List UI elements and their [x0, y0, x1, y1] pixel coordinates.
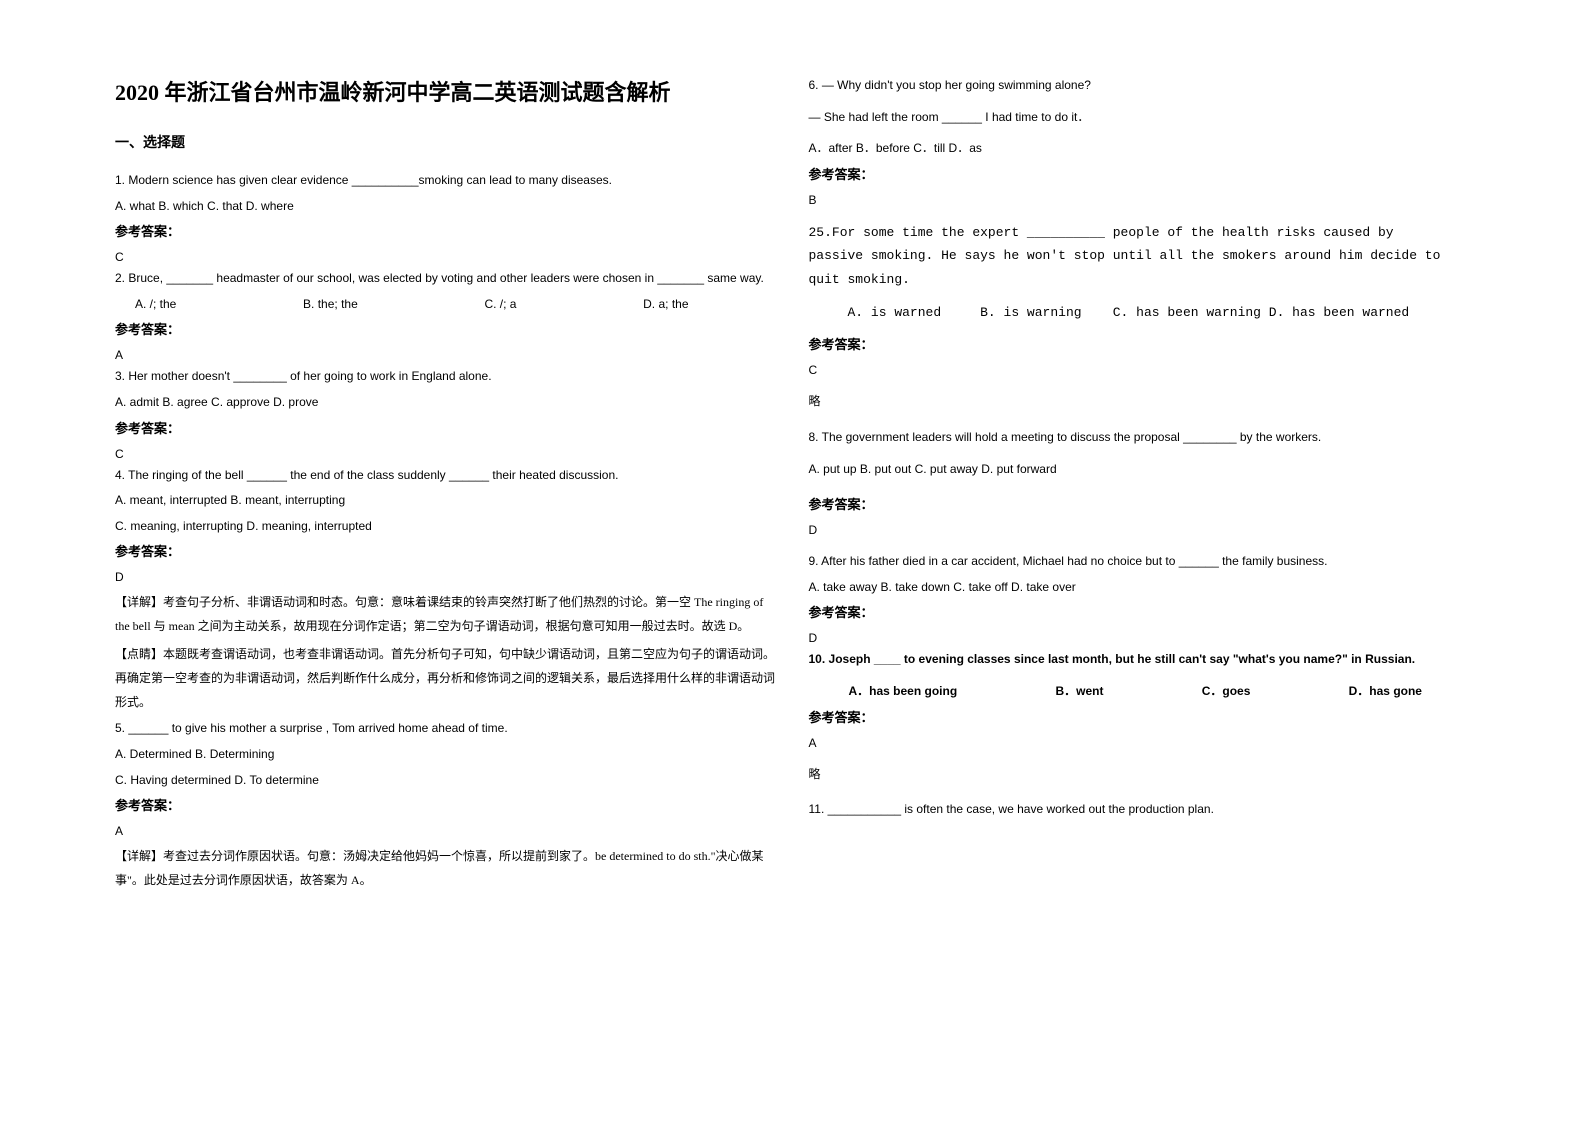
question-10-options: A．has been going B．went C．goes D．has gon… — [809, 681, 1473, 703]
answer-8: D — [809, 523, 1473, 537]
answer-label-3: 参考答案： — [115, 418, 779, 437]
q2-optB: B. the; the — [303, 294, 358, 316]
question-9-text: 9. After his father died in a car accide… — [809, 551, 1473, 573]
explanation-4a: 【详解】考查句子分析、非谓语动词和时态。句意：意味着课结束的铃声突然打断了他们热… — [115, 590, 779, 638]
question-1-text: 1. Modern science has given clear eviden… — [115, 170, 779, 192]
question-3-text: 3. Her mother doesn't ________ of her go… — [115, 366, 779, 388]
question-10-text: 10. Joseph ____ to evening classes since… — [809, 649, 1473, 671]
answer-label-8: 参考答案： — [809, 494, 1473, 513]
question-1-options: A. what B. which C. that D. where — [115, 196, 779, 218]
answer-label-10: 参考答案： — [809, 707, 1473, 726]
q10-optD: D．has gone — [1349, 681, 1422, 703]
question-6-line2: — She had left the room ______ I had tim… — [809, 107, 1473, 129]
q10-optC: C．goes — [1202, 681, 1251, 703]
question-3-options: A. admit B. agree C. approve D. prove — [115, 392, 779, 414]
answer-label-4: 参考答案： — [115, 541, 779, 560]
question-25-options: A. is warned B. is warning C. has been w… — [809, 301, 1473, 324]
question-6-line1: 6. — Why didn't you stop her going swimm… — [809, 75, 1473, 97]
answer-1: C — [115, 250, 779, 264]
answer-10: A — [809, 736, 1473, 750]
question-4-text: 4. The ringing of the bell ______ the en… — [115, 465, 779, 487]
note-25: 略 — [809, 391, 1473, 413]
q10-optB: B．went — [1055, 681, 1103, 703]
q10-optA: A．has been going — [849, 681, 958, 703]
question-9-options: A. take away B. take down C. take off D.… — [809, 577, 1473, 599]
answer-label-1: 参考答案： — [115, 221, 779, 240]
answer-label-2: 参考答案： — [115, 319, 779, 338]
answer-label-25: 参考答案： — [809, 334, 1473, 353]
answer-25: C — [809, 363, 1473, 377]
answer-9: D — [809, 631, 1473, 645]
question-8-text: 8. The government leaders will hold a me… — [809, 427, 1473, 449]
answer-5: A — [115, 824, 779, 838]
question-5-text: 5. ______ to give his mother a surprise … — [115, 718, 779, 740]
q2-optC: C. /; a — [484, 294, 516, 316]
right-column: 6. — Why didn't you stop her going swimm… — [794, 75, 1488, 1047]
q2-optA: A. /; the — [135, 294, 176, 316]
note-10: 略 — [809, 764, 1473, 786]
page-title: 2020 年浙江省台州市温岭新河中学高二英语测试题含解析 — [115, 75, 779, 107]
question-25-text: 25.For some time the expert __________ p… — [809, 221, 1473, 291]
question-11-text: 11. ___________ is often the case, we ha… — [809, 799, 1473, 821]
question-2-options: A. /; the B. the; the C. /; a D. a; the — [115, 294, 779, 316]
left-column: 2020 年浙江省台州市温岭新河中学高二英语测试题含解析 一、选择题 1. Mo… — [100, 75, 794, 1047]
answer-3: C — [115, 447, 779, 461]
section-header: 一、选择题 — [115, 132, 779, 152]
question-4-optionsB: C. meaning, interrupting D. meaning, int… — [115, 516, 779, 538]
answer-2: A — [115, 348, 779, 362]
answer-label-6: 参考答案： — [809, 164, 1473, 183]
explanation-4b: 【点睛】本题既考查谓语动词，也考查非谓语动词。首先分析句子可知，句中缺少谓语动词… — [115, 642, 779, 714]
answer-6: B — [809, 193, 1473, 207]
answer-4: D — [115, 570, 779, 584]
question-5-optionsB: C. Having determined D. To determine — [115, 770, 779, 792]
question-4-optionsA: A. meant, interrupted B. meant, interrup… — [115, 490, 779, 512]
question-5-optionsA: A. Determined B. Determining — [115, 744, 779, 766]
answer-label-9: 参考答案： — [809, 602, 1473, 621]
answer-label-5: 参考答案： — [115, 795, 779, 814]
question-6-options: A．after B．before C．till D．as — [809, 138, 1473, 160]
question-8-options: A. put up B. put out C. put away D. put … — [809, 459, 1473, 481]
explanation-5: 【详解】考查过去分词作原因状语。句意：汤姆决定给他妈妈一个惊喜，所以提前到家了。… — [115, 844, 779, 892]
question-2-text: 2. Bruce, _______ headmaster of our scho… — [115, 268, 779, 290]
q2-optD: D. a; the — [643, 294, 688, 316]
